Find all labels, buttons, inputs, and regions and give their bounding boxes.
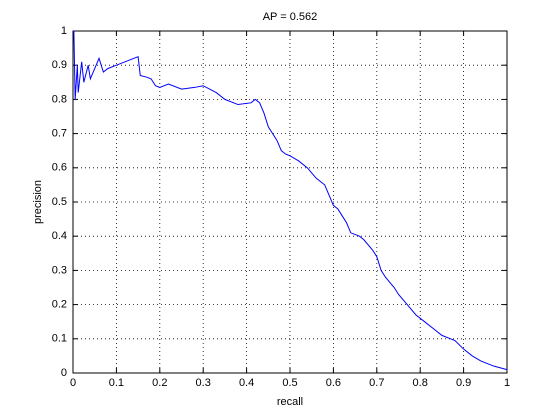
y-tick-label: 0.7 bbox=[52, 128, 67, 140]
y-tick-label: 0.4 bbox=[52, 230, 67, 242]
x-tick-label: 1 bbox=[504, 377, 510, 389]
x-tick-label: 0.4 bbox=[239, 377, 254, 389]
y-tick-label: 0.1 bbox=[52, 333, 67, 345]
x-tick-label: 0.2 bbox=[152, 377, 167, 389]
y-tick-label: 0.5 bbox=[52, 196, 67, 208]
y-tick-label: 0.8 bbox=[52, 93, 67, 105]
x-tick-label: 0.1 bbox=[109, 377, 124, 389]
x-axis-label: recall bbox=[277, 396, 303, 408]
x-tick-label: 0.5 bbox=[282, 377, 297, 389]
y-tick-label: 0 bbox=[61, 367, 67, 379]
y-tick-label: 0.2 bbox=[52, 299, 67, 311]
chart-title: AP = 0.562 bbox=[263, 11, 318, 23]
x-tick-label: 0.3 bbox=[196, 377, 211, 389]
y-tick-label: 0.6 bbox=[52, 162, 67, 174]
pr-curve bbox=[73, 30, 508, 371]
x-tick-label: 0.6 bbox=[326, 377, 341, 389]
x-tick-label: 0 bbox=[70, 377, 76, 389]
y-tick-label: 0.3 bbox=[52, 264, 67, 276]
x-tick-label: 0.7 bbox=[369, 377, 384, 389]
axes-box bbox=[72, 30, 508, 374]
x-tick-label: 0.8 bbox=[413, 377, 428, 389]
y-tick-label: 0.9 bbox=[52, 59, 67, 71]
y-tick-label: 1 bbox=[61, 25, 67, 37]
y-axis-label: precision bbox=[32, 180, 44, 224]
x-tick-label: 0.9 bbox=[456, 377, 471, 389]
